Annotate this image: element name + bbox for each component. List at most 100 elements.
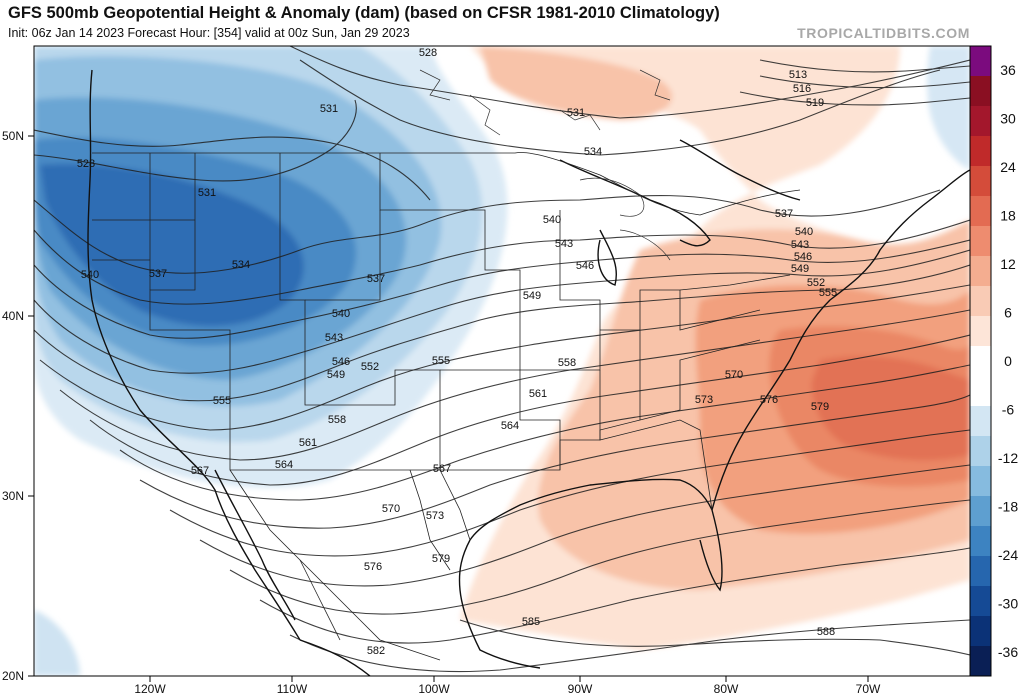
lat-axis: 50N 40N 30N 20N <box>2 129 34 683</box>
map-title: GFS 500mb Geopotential Height & Anomaly … <box>8 4 720 22</box>
contour-label: 519 <box>806 97 824 109</box>
contour-label: 561 <box>529 388 547 400</box>
contour-label: 570 <box>382 503 400 515</box>
lat-label-30n: 30N <box>2 489 24 503</box>
colorbar-segment <box>970 136 991 167</box>
contour-label: 549 <box>523 290 541 302</box>
lon-label-100w: 100W <box>418 682 450 696</box>
contour-label: 555 <box>819 287 837 299</box>
lat-label-40n: 40N <box>2 309 24 323</box>
contour-label: 543 <box>325 332 343 344</box>
colorbar-segment <box>970 346 991 377</box>
contour-label: 576 <box>364 561 382 573</box>
contour-label: 555 <box>213 395 231 407</box>
colorbar-segment <box>970 166 991 197</box>
colorbar-tick-label: -12 <box>998 450 1018 466</box>
contour-label: 558 <box>558 357 576 369</box>
colorbar-segment <box>970 256 991 287</box>
colorbar-tick-label: 36 <box>1000 62 1016 78</box>
lon-label-120w: 120W <box>134 682 166 696</box>
contour-label: 531 <box>320 103 338 115</box>
contour-label: 534 <box>584 146 602 158</box>
contour-label: 546 <box>794 251 812 263</box>
contour-label: 579 <box>432 553 450 565</box>
colorbar-segment <box>970 76 991 107</box>
colorbar-tick-label: 24 <box>1000 159 1016 175</box>
contour-label: 582 <box>367 645 385 657</box>
contour-label: 558 <box>328 414 346 426</box>
contour-label: 564 <box>501 420 519 432</box>
colorbar-segment <box>970 586 991 617</box>
colorbar-segment <box>970 316 991 347</box>
colorbar-tick-label: 18 <box>1000 208 1016 224</box>
colorbar-ticks: 36 30 24 18 12 6 0 -6 -12 -18 -24 -30 -36 <box>998 62 1018 660</box>
colorbar-tick-label: -24 <box>998 547 1018 563</box>
boundaries <box>92 152 801 661</box>
lon-label-90w: 90W <box>568 682 593 696</box>
lon-axis: 120W 110W 100W 90W 80W 70W <box>134 676 881 696</box>
map-subtitle: Init: 06z Jan 14 2023 Forecast Hour: [35… <box>8 26 410 40</box>
contour-label: 552 <box>361 361 379 373</box>
contour-label: 528 <box>77 158 95 170</box>
contour-label: 576 <box>760 394 778 406</box>
lat-label-50n: 50N <box>2 129 24 143</box>
contour-label: 540 <box>332 308 350 320</box>
contour-label: 543 <box>555 238 573 250</box>
colorbar-segment <box>970 376 991 407</box>
contour-label: 588 <box>817 626 835 638</box>
colorbar-segment <box>970 106 991 137</box>
canada-lakes <box>419 69 671 261</box>
watermark: TROPICALTIDBITS.COM <box>797 25 970 41</box>
contour-label: 537 <box>367 273 385 285</box>
contour-label: 555 <box>432 355 450 367</box>
contour-label: 573 <box>426 510 444 522</box>
contour-label: 534 <box>232 259 250 271</box>
colorbar-segment <box>970 286 991 317</box>
colorbar-segment <box>970 496 991 527</box>
contour-label: 579 <box>811 401 829 413</box>
contour-label: 585 <box>522 616 540 628</box>
contour-label: 573 <box>695 394 713 406</box>
contour-label: 546 <box>332 356 350 368</box>
colorbar-tick-label: 0 <box>1004 353 1012 369</box>
lon-label-80w: 80W <box>714 682 739 696</box>
contour-label: 540 <box>543 214 561 226</box>
colorbar-segment <box>970 646 991 677</box>
contour-label: 537 <box>149 268 167 280</box>
contour-label: 549 <box>327 369 345 381</box>
colorbar-segment <box>970 226 991 257</box>
colorbar-tick-label: -30 <box>998 596 1018 612</box>
lat-label-20n: 20N <box>2 669 24 683</box>
contour-label: 513 <box>789 69 807 81</box>
colorbar-tick-label: 12 <box>1000 256 1016 272</box>
colorbar-segment <box>970 46 991 77</box>
contour-label: 570 <box>725 369 743 381</box>
contour-label: 552 <box>807 277 825 289</box>
colorbar-segment <box>970 466 991 497</box>
lon-label-70w: 70W <box>856 682 881 696</box>
contour-label: 516 <box>793 83 811 95</box>
contour-label: 528 <box>419 47 437 59</box>
contour-label: 531 <box>198 187 216 199</box>
sw-negative-anomaly <box>34 610 80 676</box>
colorbar-segment <box>970 196 991 227</box>
colorbar-tick-label: -36 <box>998 644 1018 660</box>
positive-anomaly-shading <box>460 46 970 650</box>
contour-label: 564 <box>275 459 293 471</box>
contour-label: 567 <box>433 463 451 475</box>
contour-label: 567 <box>191 465 209 477</box>
contour-label: 540 <box>795 226 813 238</box>
colorbar-segment <box>970 616 991 647</box>
contour-label: 543 <box>791 239 809 251</box>
coastlines <box>87 69 970 676</box>
contour-label: 546 <box>576 260 594 272</box>
negative-anomaly-shading <box>34 46 508 488</box>
colorbar-tick-label: 30 <box>1000 111 1016 127</box>
contour-label: 549 <box>791 263 809 275</box>
ne-negative-anomaly <box>927 46 970 170</box>
contour-label: 540 <box>81 269 99 281</box>
lon-label-110w: 110W <box>277 682 308 696</box>
colorbar-segment <box>970 526 991 557</box>
